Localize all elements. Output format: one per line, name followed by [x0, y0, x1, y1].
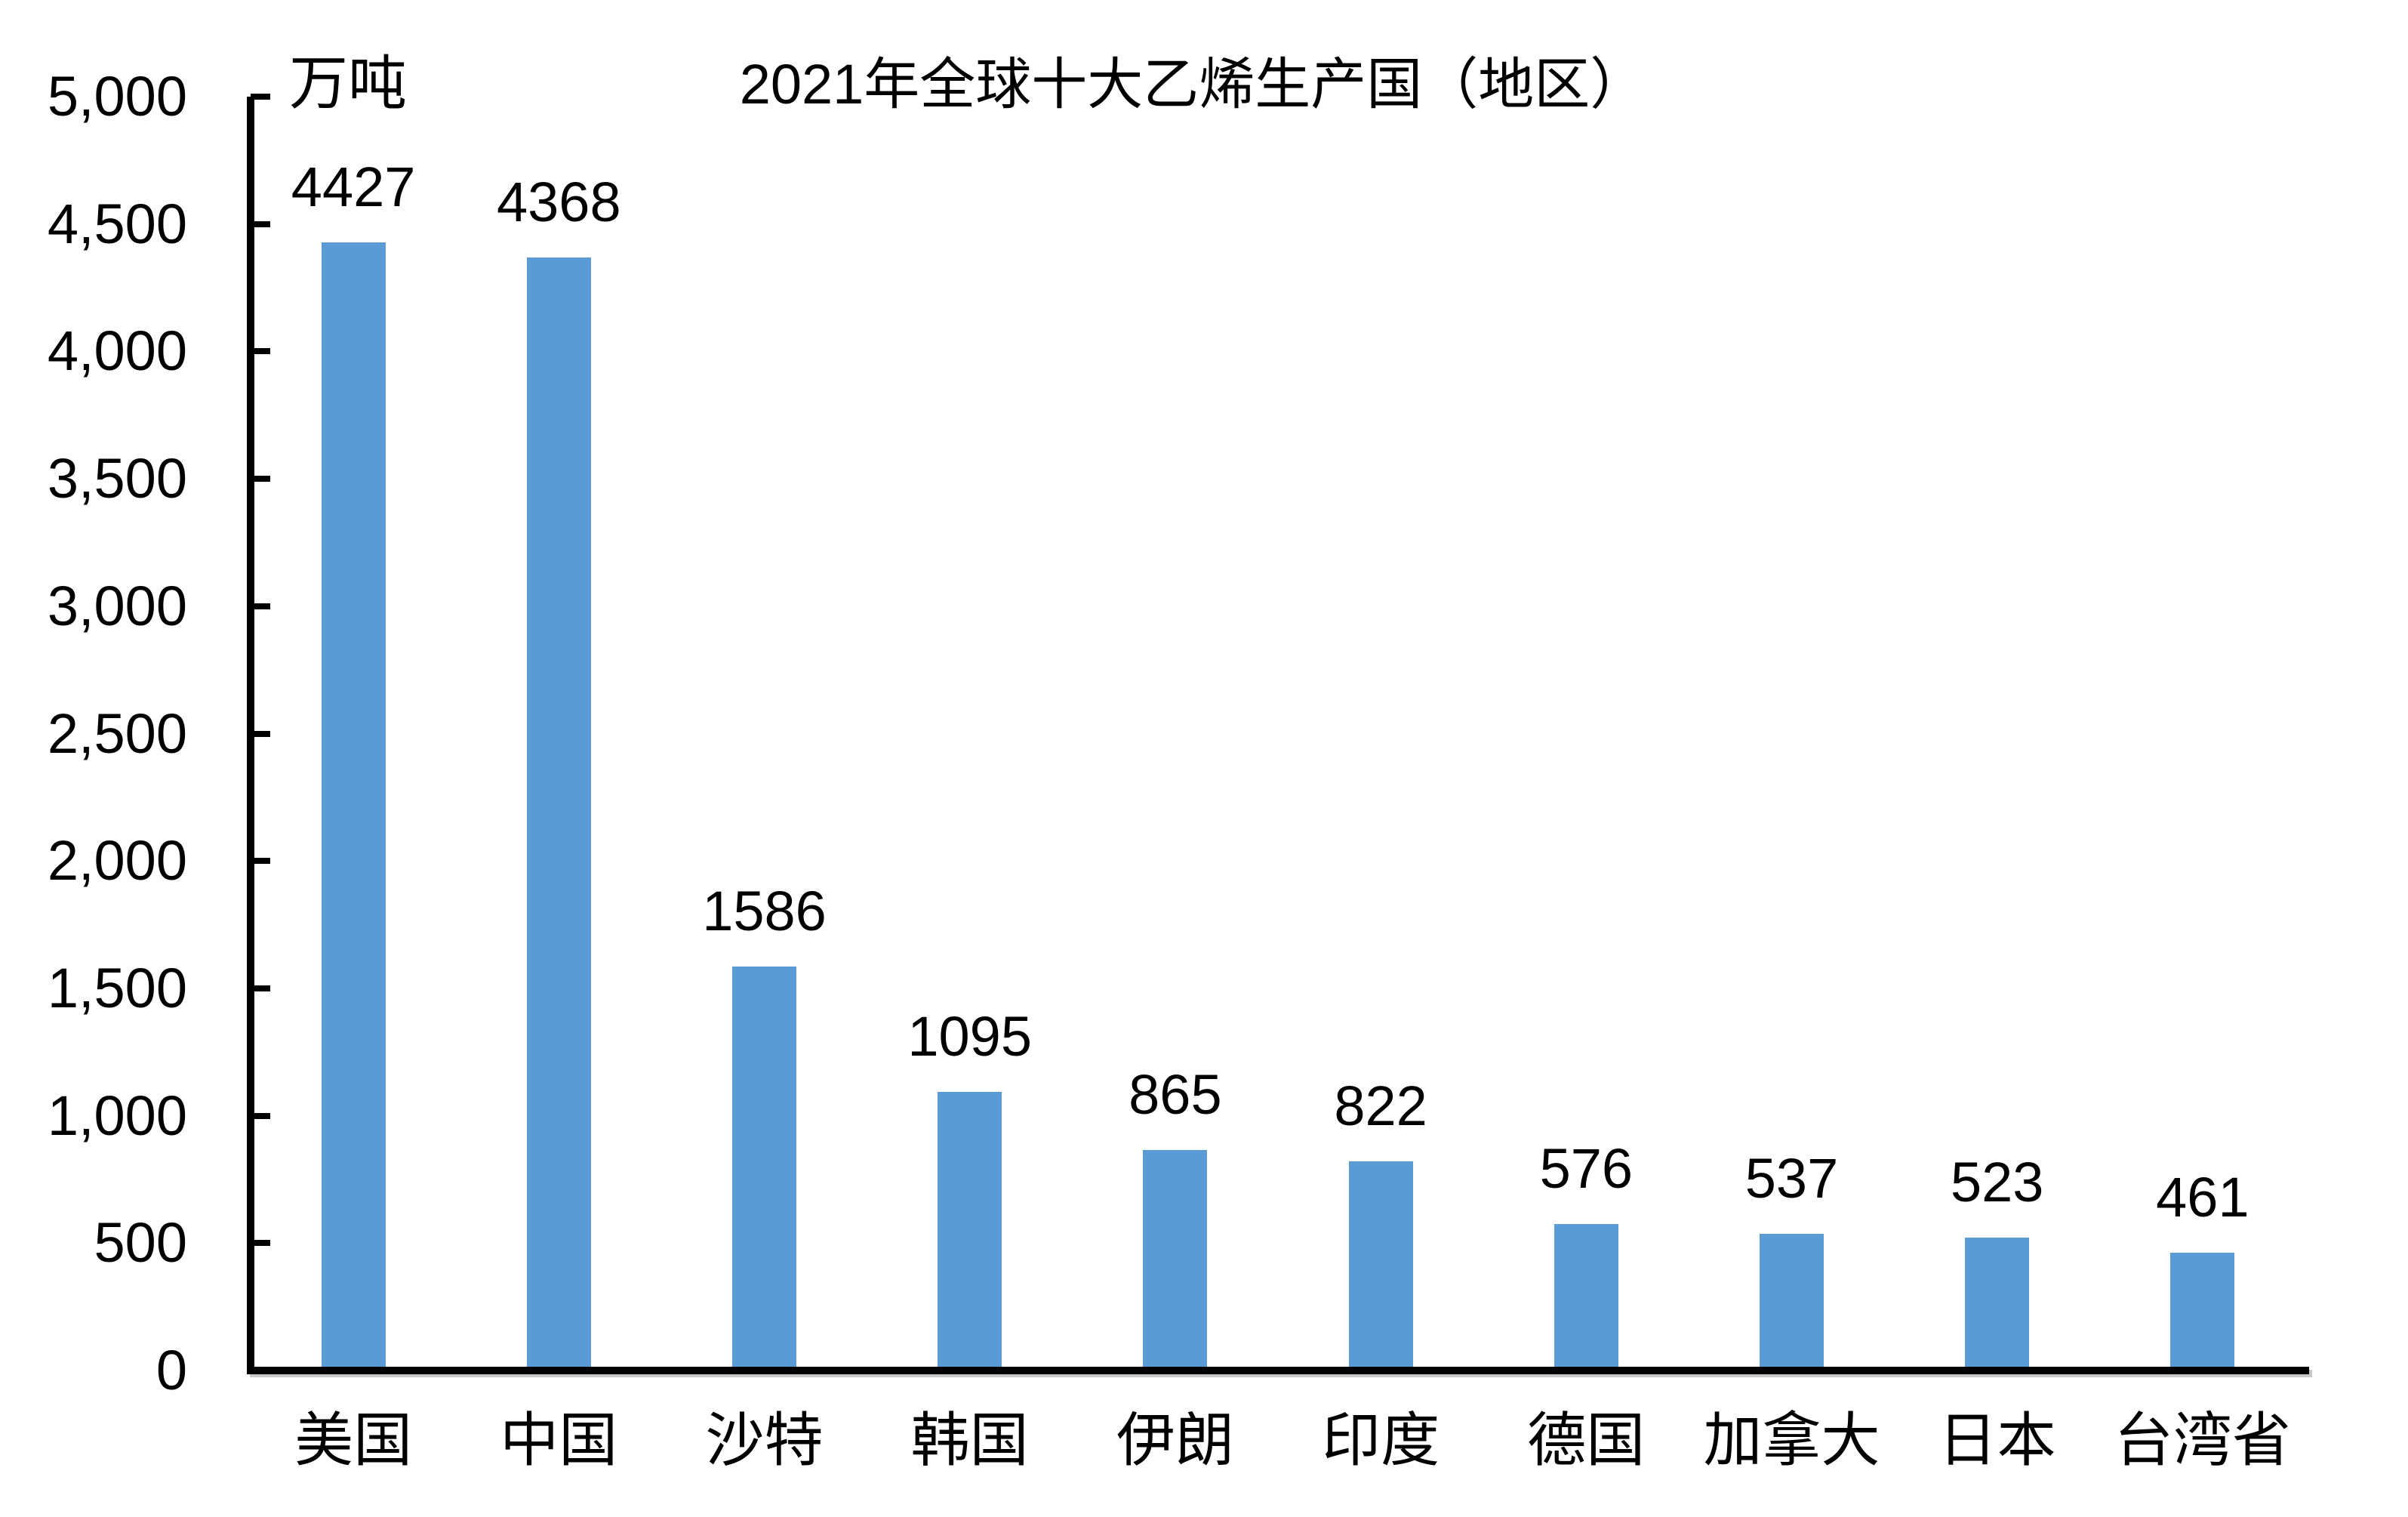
bar	[1143, 1150, 1208, 1371]
bar	[526, 257, 591, 1371]
y-axis-unit-label: 万吨	[289, 51, 408, 116]
y-tick-mark	[251, 858, 270, 865]
y-tick-mark	[251, 603, 270, 609]
x-category-label: 伊朗	[1116, 1408, 1234, 1473]
y-tick-label: 5,000	[47, 65, 187, 128]
y-tick-mark	[251, 94, 270, 100]
x-category-label: 沙特	[705, 1408, 824, 1473]
y-tick-mark	[251, 985, 270, 991]
y-tick-label: 1,000	[47, 1084, 187, 1147]
chart-title: 2021年全球十大乙烯生产国（地区）	[739, 53, 1646, 116]
bar-value-label: 1095	[907, 1004, 1032, 1068]
y-tick-label: 2,500	[47, 701, 187, 765]
y-tick-label: 0	[156, 1339, 187, 1401]
x-category-label: 日本	[1938, 1408, 2056, 1473]
x-axis-labels: 美国 中国 沙特 韩国 伊朗 印度 德国 加拿大 日本 台湾省	[251, 1401, 2305, 1500]
x-axis-line	[247, 1367, 2309, 1374]
y-tick-label: 3,500	[47, 447, 187, 510]
bar	[1965, 1237, 2030, 1371]
x-category-label: 韩国	[910, 1408, 1029, 1473]
y-tick-label: 4,000	[47, 319, 187, 383]
bar	[1348, 1161, 1413, 1371]
y-axis-line	[247, 97, 254, 1374]
bar	[2170, 1253, 2235, 1371]
y-tick-label: 4,500	[47, 192, 187, 255]
bar-value-label: 576	[1539, 1136, 1634, 1200]
bar-value-label: 865	[1129, 1063, 1222, 1127]
y-tick-label: 2,000	[47, 829, 187, 893]
bar-value-label: 461	[2156, 1166, 2249, 1229]
bar	[938, 1091, 1002, 1371]
y-tick-mark	[251, 220, 270, 227]
y-tick-mark	[251, 1112, 270, 1119]
bar-value-label: 523	[1950, 1150, 2044, 1213]
x-category-label: 印度	[1322, 1408, 1440, 1473]
x-category-label: 德国	[1527, 1408, 1646, 1473]
bar	[732, 966, 796, 1371]
bar-value-label: 1586	[702, 879, 827, 942]
x-category-label: 加拿大	[1703, 1408, 1880, 1473]
y-tick-mark	[251, 476, 270, 483]
y-tick-mark	[251, 1240, 270, 1247]
y-tick-mark	[251, 730, 270, 737]
bar-value-label: 4368	[496, 171, 621, 234]
y-tick-label: 500	[94, 1211, 187, 1275]
plot-area: 0 500 1,000 1,500 2,000 2,500 3,000 3,500 4,000 4…	[48, 69, 2309, 1398]
x-category-label: 中国	[500, 1408, 618, 1473]
x-category-label: 台湾省	[2114, 1408, 2291, 1473]
y-tick-label: 3,000	[47, 574, 187, 637]
bar	[321, 242, 386, 1371]
bar-value-label: 4427	[291, 156, 416, 219]
y-tick-label: 1,500	[47, 956, 187, 1019]
y-tick-mark	[251, 348, 270, 355]
bar	[1553, 1223, 1618, 1371]
x-category-label: 美国	[294, 1408, 413, 1473]
bar-value-label: 537	[1744, 1146, 1839, 1210]
bar	[1760, 1233, 1824, 1371]
bar-value-label: 822	[1334, 1074, 1427, 1137]
